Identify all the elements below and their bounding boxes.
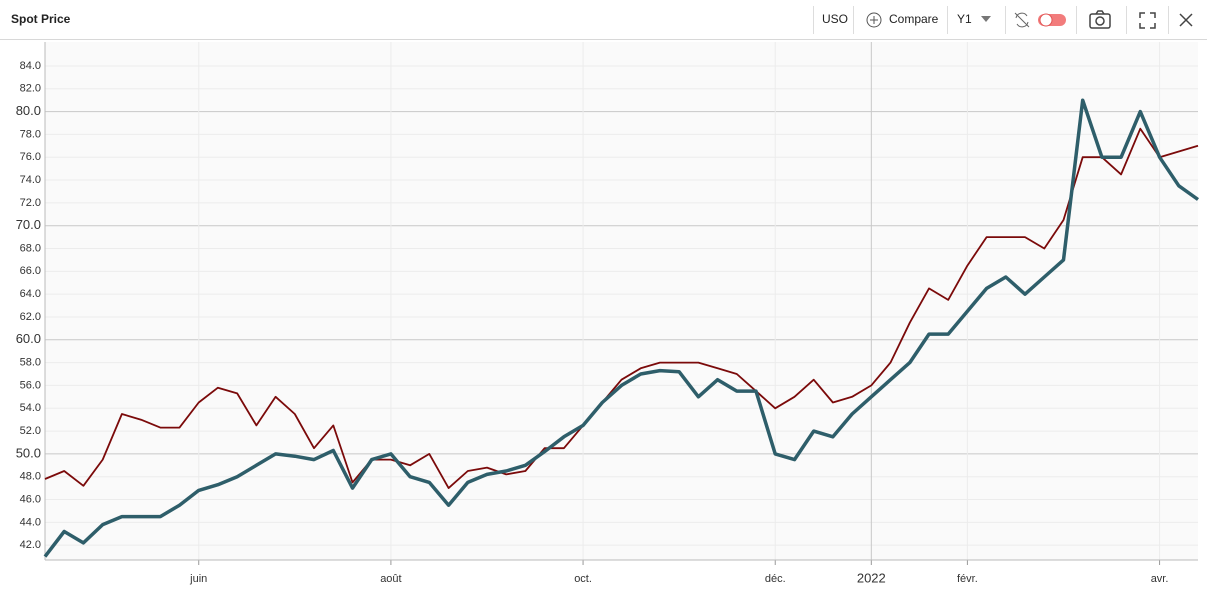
compare-icon[interactable] <box>866 12 882 28</box>
series-line <box>44 127 1199 489</box>
y-tick-label: 70.0 <box>16 217 41 232</box>
y-tick-label: 42.0 <box>20 539 41 551</box>
separator <box>813 6 814 34</box>
separator <box>947 6 948 34</box>
y-tick-label: 80.0 <box>16 103 41 118</box>
toggle[interactable] <box>1037 11 1067 29</box>
camera-icon[interactable] <box>1088 9 1112 31</box>
y-tick-label: 48.0 <box>20 471 41 483</box>
y-tick-label: 54.0 <box>20 402 41 414</box>
separator <box>1168 6 1169 34</box>
toolbar: Spot Price USO Compare Y1 <box>0 0 1207 40</box>
x-tick-label: 2022 <box>857 570 886 585</box>
y-tick-label: 64.0 <box>20 288 41 300</box>
axis-select[interactable]: Y1 <box>957 12 972 26</box>
separator <box>1005 6 1006 34</box>
y-tick-label: 84.0 <box>20 60 41 72</box>
symbol[interactable]: USO <box>822 12 849 26</box>
y-tick-label: 44.0 <box>20 516 41 528</box>
separator <box>853 6 854 34</box>
x-tick-label: avr. <box>1151 573 1169 585</box>
y-tick-label: 46.0 <box>20 493 41 505</box>
y-tick-label: 62.0 <box>20 311 41 323</box>
y-tick-label: 56.0 <box>20 379 41 391</box>
x-tick-label: oct. <box>574 573 592 585</box>
x-tick-label: juin <box>189 573 207 585</box>
y-tick-label: 60.0 <box>16 331 41 346</box>
y-tick-label: 52.0 <box>20 425 41 437</box>
y-tick-label: 66.0 <box>20 265 41 277</box>
y-tick-label: 78.0 <box>20 128 41 140</box>
y-tick-label: 82.0 <box>20 83 41 95</box>
y-tick-label: 76.0 <box>20 151 41 163</box>
y-tick-label: 50.0 <box>16 445 41 460</box>
dropdown-arrow[interactable] <box>980 15 992 23</box>
y-tick-label: 68.0 <box>20 242 41 254</box>
x-tick-label: févr. <box>957 573 978 585</box>
close-icon[interactable] <box>1178 12 1194 28</box>
x-tick-label: août <box>380 573 401 585</box>
compare-button[interactable]: Compare <box>889 12 939 26</box>
y-tick-label: 72.0 <box>20 197 41 209</box>
plot-area <box>45 42 1198 560</box>
separator <box>1076 6 1077 34</box>
y-tick-label: 58.0 <box>20 357 41 369</box>
panel-title: Spot Price <box>11 12 71 26</box>
series-line <box>43 98 1200 558</box>
y-tick-label: 74.0 <box>20 174 41 186</box>
sync-icon[interactable] <box>1013 11 1031 29</box>
x-tick-label: déc. <box>765 573 786 585</box>
fullscreen-icon[interactable] <box>1139 12 1156 29</box>
separator <box>1126 6 1127 34</box>
